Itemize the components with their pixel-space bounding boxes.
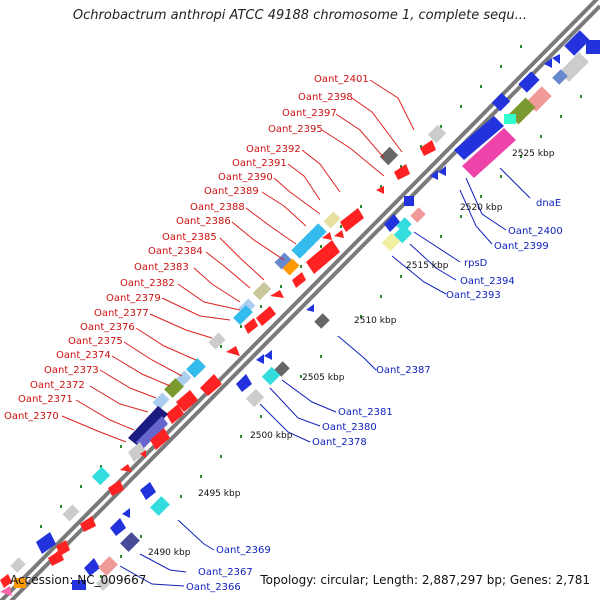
gene-label-reverse: Oant_2399 — [494, 241, 549, 252]
gene-label-reverse: rpsD — [464, 258, 488, 269]
gene-label-forward: Oant_2376 — [80, 322, 135, 333]
gene-label-reverse: Oant_2378 — [312, 437, 367, 448]
reverse-gene-labels: dnaE Oant_2400 Oant_2399 rpsD Oant_2394 … — [186, 198, 563, 593]
gene-label-forward: Oant_2386 — [176, 216, 231, 227]
gene-label-forward: Oant_2384 — [148, 246, 203, 257]
kbp-label: 2525 kbp — [512, 149, 555, 159]
gene-label-forward: Oant_2372 — [30, 380, 85, 391]
gene-label-forward: Oant_2388 — [190, 202, 245, 213]
gene-label-forward: Oant_2390 — [218, 172, 273, 183]
accession-text: Accession: NC_009667 — [10, 573, 147, 587]
kbp-label: 2490 kbp — [148, 548, 191, 558]
map-title: Ochrobactrum anthropi ATCC 49188 chromos… — [72, 8, 528, 23]
topology-text: Topology: circular; Length: 2,887,297 bp… — [260, 573, 590, 587]
reverse-features — [0, 30, 600, 596]
gene-label-forward: Oant_2398 — [298, 92, 353, 103]
gene-label-forward: Oant_2371 — [18, 394, 73, 405]
kbp-label: 2505 kbp — [302, 373, 345, 383]
gene-label-forward: Oant_2382 — [120, 278, 175, 289]
gene-label-forward: Oant_2370 — [4, 411, 59, 422]
tick-dots-outer — [40, 45, 522, 528]
gene-label-forward: Oant_2374 — [56, 350, 111, 361]
kbp-label: 2495 kbp — [198, 489, 241, 499]
gene-label-forward: Oant_2385 — [162, 232, 217, 243]
gene-label-forward: Oant_2373 — [44, 365, 99, 376]
gene-label-reverse: Oant_2367 — [198, 567, 253, 578]
gene-label-forward: Oant_2383 — [134, 262, 189, 273]
gene-label-forward: Oant_2391 — [232, 158, 287, 169]
gene-label-forward: Oant_2375 — [68, 336, 123, 347]
gene-label-reverse: Oant_2381 — [338, 407, 393, 418]
gene-label-forward: Oant_2379 — [106, 293, 161, 304]
tick-dots-inner — [100, 95, 582, 578]
gene-label-reverse: Oant_2369 — [216, 545, 271, 556]
gene-label-reverse: Oant_2394 — [460, 276, 515, 287]
gene-label-forward: Oant_2395 — [268, 124, 323, 135]
gene-label-reverse: Oant_2387 — [376, 365, 431, 376]
kbp-label: 2515 kbp — [406, 261, 449, 271]
gene-label-reverse: Oant_2393 — [446, 290, 501, 301]
forward-gene-labels: Oant_2401 Oant_2398 Oant_2397 Oant_2395 … — [4, 74, 369, 422]
gene-label-forward: Oant_2389 — [204, 186, 259, 197]
kbp-label: 2500 kbp — [250, 431, 293, 441]
gene-label-forward: Oant_2392 — [246, 144, 301, 155]
forward-leader-lines — [61, 79, 415, 443]
forward-features — [0, 124, 447, 588]
gene-label-reverse: Oant_2366 — [186, 582, 241, 593]
kbp-label: 2510 kbp — [354, 316, 397, 326]
gene-label-reverse: Oant_2380 — [322, 422, 377, 433]
gene-label-forward: Oant_2377 — [94, 308, 149, 319]
gene-label-reverse: dnaE — [536, 198, 561, 209]
reverse-leader-lines — [119, 167, 531, 587]
gene-label-forward: Oant_2397 — [282, 108, 337, 119]
gene-label-reverse: Oant_2400 — [508, 226, 563, 237]
kbp-markers: 2490 kbp 2495 kbp 2500 kbp 2505 kbp 2510… — [148, 149, 555, 558]
gene-label-forward: Oant_2401 — [314, 74, 369, 85]
kbp-label: 2520 kbp — [460, 203, 503, 213]
